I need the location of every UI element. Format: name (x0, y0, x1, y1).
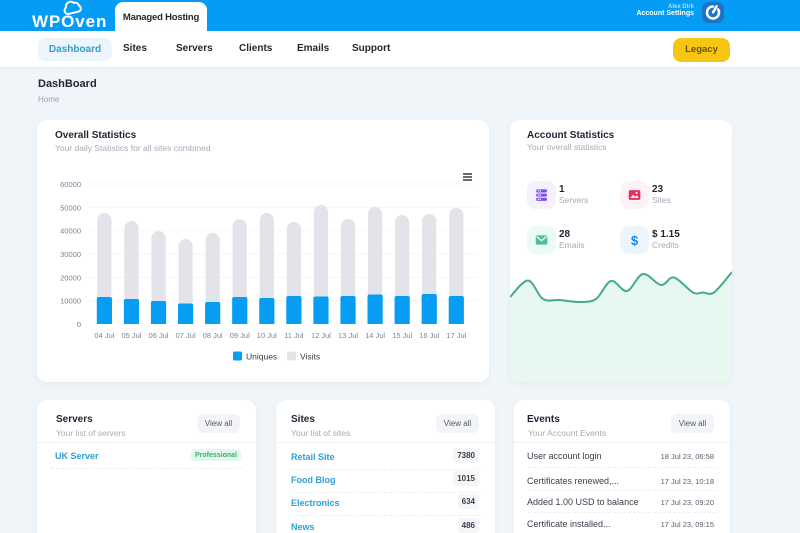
svg-text:04 Jul: 04 Jul (94, 331, 114, 340)
svg-text:60000: 60000 (60, 180, 81, 189)
svg-text:06 Jul: 06 Jul (149, 331, 169, 340)
svg-text:50000: 50000 (60, 203, 81, 212)
svg-text:17 Jul: 17 Jul (446, 331, 466, 340)
svg-text:40000: 40000 (60, 227, 81, 236)
svg-text:0: 0 (77, 320, 81, 329)
svg-text:16 Jul: 16 Jul (419, 331, 439, 340)
svg-text:20000: 20000 (60, 273, 81, 282)
svg-text:Visits: Visits (300, 352, 320, 362)
svg-text:14 Jul: 14 Jul (365, 331, 385, 340)
svg-text:13 Jul: 13 Jul (338, 331, 358, 340)
svg-text:$: $ (631, 233, 639, 248)
svg-text:15 Jul: 15 Jul (392, 331, 412, 340)
svg-text:11 Jul: 11 Jul (284, 331, 304, 340)
svg-text:05 Jul: 05 Jul (121, 331, 141, 340)
svg-text:12 Jul: 12 Jul (311, 331, 331, 340)
svg-text:08 Jul: 08 Jul (203, 331, 223, 340)
svg-text:10 Jul: 10 Jul (257, 331, 277, 340)
svg-text:09 Jul: 09 Jul (230, 331, 250, 340)
svg-text:10000: 10000 (60, 297, 81, 306)
svg-text:07 Jul: 07 Jul (176, 331, 196, 340)
svg-text:30000: 30000 (60, 250, 81, 259)
svg-text:Uniques: Uniques (246, 352, 277, 362)
